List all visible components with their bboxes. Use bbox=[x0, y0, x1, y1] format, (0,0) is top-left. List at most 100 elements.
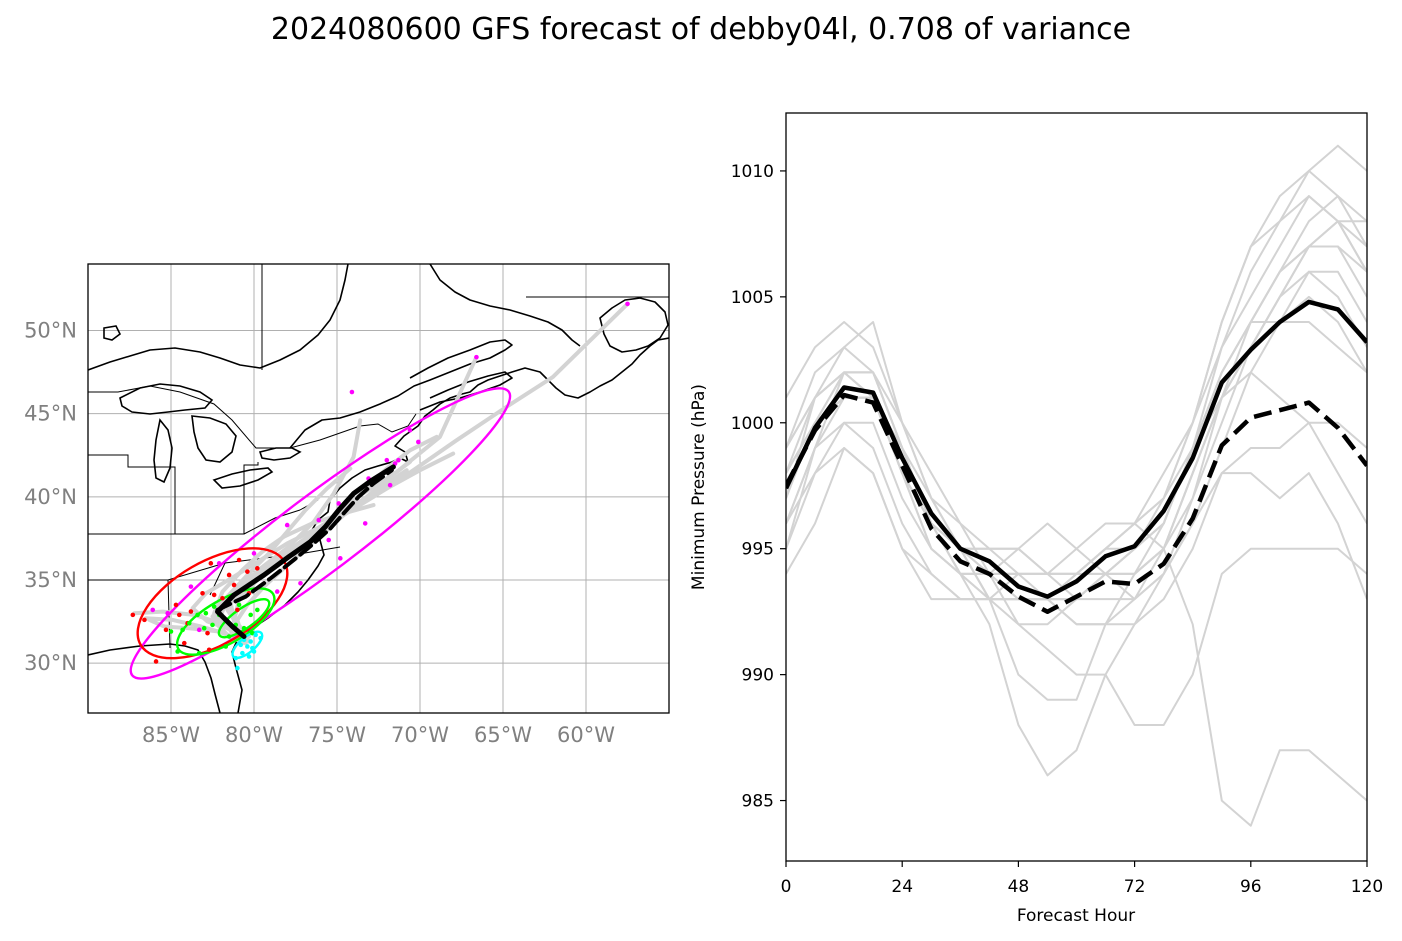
us-canada-border bbox=[88, 385, 417, 449]
track-point bbox=[175, 649, 180, 654]
track-point bbox=[416, 439, 421, 445]
lake-huron bbox=[191, 415, 237, 463]
track-point bbox=[168, 629, 174, 634]
track-point bbox=[195, 612, 200, 618]
track-point bbox=[130, 612, 136, 618]
member-pressure-line bbox=[786, 270, 1367, 601]
pressure-x-tick-label: 96 bbox=[1240, 877, 1262, 897]
track-point bbox=[362, 521, 368, 526]
track-point bbox=[251, 551, 257, 556]
member-pressure-line bbox=[786, 169, 1367, 601]
track-point bbox=[231, 582, 237, 588]
track-point bbox=[246, 654, 252, 659]
pressure-x-tick-label: 72 bbox=[1124, 877, 1146, 897]
pressure-x-tick-label: 48 bbox=[1008, 877, 1030, 897]
pressure-x-ticks: 0 24 48 72 96 120 bbox=[781, 861, 1383, 897]
map-lon-tick-label: 65°W bbox=[474, 723, 532, 747]
track-point bbox=[396, 457, 401, 463]
track-point bbox=[245, 569, 250, 574]
track-point bbox=[274, 589, 280, 594]
track-point bbox=[188, 609, 194, 614]
track-point bbox=[173, 602, 179, 608]
member-pressure-line bbox=[786, 195, 1367, 575]
track-point bbox=[474, 354, 479, 360]
lake-nipigon bbox=[103, 325, 122, 341]
uncertainty-ellipse bbox=[175, 587, 276, 656]
track-point bbox=[223, 644, 229, 649]
track-point bbox=[211, 592, 217, 598]
coastlines bbox=[88, 264, 669, 713]
track-point bbox=[233, 655, 239, 661]
pressure-y-tick-label: 990 bbox=[742, 666, 774, 686]
track-point bbox=[407, 427, 413, 433]
pressure-frame bbox=[785, 112, 1368, 862]
track-point bbox=[236, 557, 242, 563]
track-point bbox=[220, 595, 225, 601]
pressure-y-label: Minimum Pressure (hPa) bbox=[689, 384, 709, 590]
track-point bbox=[165, 610, 170, 616]
track-point bbox=[284, 522, 290, 528]
member-pressure-lines bbox=[786, 144, 1367, 827]
member-pressure-line bbox=[786, 447, 1367, 827]
map-lon-tick-label: 75°W bbox=[308, 723, 366, 747]
track-point bbox=[258, 635, 263, 641]
pressure-y-tick-label: 1010 bbox=[731, 162, 774, 182]
map-lat-tick-label: 35°N bbox=[24, 568, 77, 592]
track-point bbox=[196, 650, 202, 656]
great-lakes bbox=[103, 325, 302, 489]
track-point bbox=[326, 537, 332, 543]
map-lon-tick-label: 85°W bbox=[142, 723, 200, 747]
pressure-y-tick-label: 995 bbox=[742, 540, 774, 560]
ensemble-track bbox=[212, 503, 376, 641]
track-point bbox=[153, 659, 159, 664]
track-point bbox=[255, 607, 260, 613]
track-point bbox=[200, 590, 205, 596]
track-point bbox=[177, 612, 182, 618]
track-point bbox=[226, 634, 232, 639]
figure-title: 2024080600 GFS forecast of debby04l, 0.7… bbox=[270, 12, 1132, 47]
map-lat-tick-label: 45°N bbox=[24, 402, 77, 426]
track-point bbox=[163, 627, 169, 633]
map-lat-tick-label: 40°N bbox=[24, 485, 77, 509]
pc-track-line bbox=[215, 468, 394, 612]
track-point bbox=[235, 665, 240, 671]
track-point bbox=[211, 604, 217, 609]
mean-pressure-line bbox=[786, 299, 1367, 599]
pressure-x-tick-label: 24 bbox=[891, 877, 913, 897]
pressure-x-label: Forecast Hour bbox=[1017, 906, 1135, 926]
track-point bbox=[255, 566, 260, 571]
track-point bbox=[241, 625, 247, 631]
track-point bbox=[203, 610, 209, 616]
pressure-x-tick-label: 120 bbox=[1351, 877, 1383, 897]
newfoundland bbox=[599, 297, 669, 353]
track-point bbox=[384, 457, 390, 463]
track-point bbox=[248, 639, 253, 644]
labrador-coast bbox=[429, 264, 581, 347]
member-pressure-line bbox=[786, 396, 1367, 777]
track-point bbox=[205, 630, 210, 636]
track-point bbox=[248, 612, 253, 618]
map-frame bbox=[87, 263, 670, 714]
map-lon-tick-label: 80°W bbox=[225, 723, 283, 747]
track-point bbox=[240, 650, 245, 656]
track-point bbox=[142, 617, 147, 623]
track-point bbox=[216, 561, 222, 566]
track-point bbox=[201, 625, 207, 631]
pc-pressure-line bbox=[786, 392, 1367, 614]
pressure-y-ticks: 985 990 995 1000 1005 1010 bbox=[731, 162, 786, 812]
track-point bbox=[298, 580, 303, 586]
pressure-y-tick-label: 1005 bbox=[731, 288, 774, 308]
map-lon-tick-label: 60°W bbox=[557, 723, 615, 747]
track-point bbox=[226, 572, 232, 578]
track-point bbox=[208, 561, 214, 566]
st-lawrence-north-shore bbox=[289, 339, 513, 449]
hudson-bay-coast bbox=[88, 264, 349, 371]
member-pressure-line bbox=[786, 321, 1367, 601]
member-pressure-line bbox=[786, 144, 1367, 701]
track-point bbox=[188, 584, 194, 589]
map-lat-ticks: 30°N 35°N 40°N 45°N 50°N bbox=[24, 319, 77, 676]
track-point bbox=[181, 640, 187, 646]
track-point bbox=[235, 607, 240, 613]
